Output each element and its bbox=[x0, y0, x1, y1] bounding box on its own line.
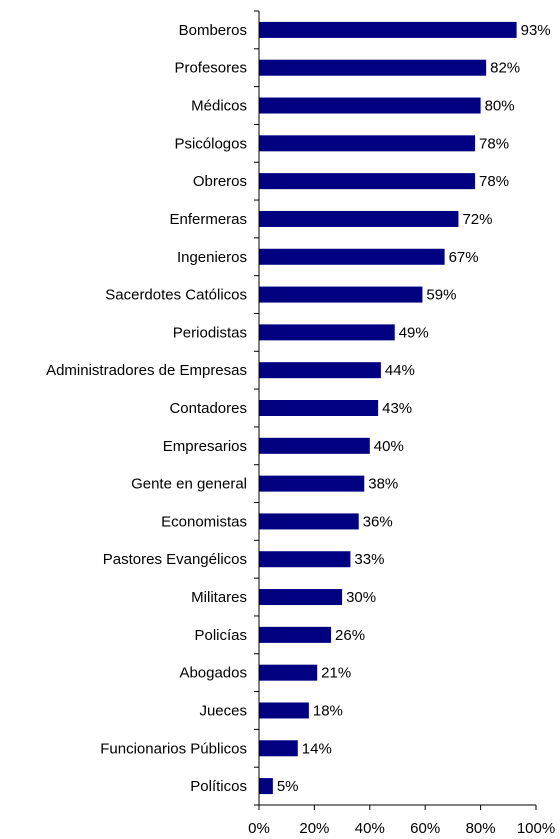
bar bbox=[259, 551, 351, 568]
data-label: 93% bbox=[521, 22, 551, 39]
category-label: Políticos bbox=[190, 778, 247, 795]
bar bbox=[259, 59, 487, 76]
data-label: 30% bbox=[346, 589, 376, 606]
data-label: 44% bbox=[385, 362, 415, 379]
x-tick-label: 100% bbox=[517, 820, 555, 837]
data-label: 59% bbox=[426, 287, 456, 304]
bar bbox=[259, 589, 343, 606]
data-label: 82% bbox=[490, 60, 520, 77]
bar bbox=[259, 437, 370, 454]
x-tick-label: 60% bbox=[410, 820, 440, 837]
x-tick-label: 0% bbox=[248, 820, 270, 837]
bar bbox=[259, 513, 359, 530]
x-tick-label: 80% bbox=[466, 820, 496, 837]
bar bbox=[259, 324, 395, 341]
bar bbox=[259, 400, 379, 416]
category-label: Contadores bbox=[169, 400, 247, 417]
data-label: 18% bbox=[313, 702, 343, 719]
data-label: 38% bbox=[368, 476, 398, 493]
category-label: Pastores Evangélicos bbox=[103, 551, 247, 568]
bar bbox=[259, 778, 273, 795]
x-tick-label: 40% bbox=[355, 820, 385, 837]
category-label: Enfermeras bbox=[169, 211, 247, 228]
category-label: Militares bbox=[191, 589, 247, 606]
category-label: Abogados bbox=[179, 665, 247, 682]
category-label: Sacerdotes Católicos bbox=[105, 287, 247, 304]
data-label: 36% bbox=[363, 513, 393, 530]
category-label: Periodistas bbox=[173, 324, 247, 341]
bar bbox=[259, 173, 476, 190]
category-label: Empresarios bbox=[163, 438, 247, 455]
bars-layer bbox=[259, 21, 517, 795]
bar bbox=[259, 362, 381, 379]
category-label: Obreros bbox=[193, 173, 247, 190]
category-label: Administradores de Empresas bbox=[46, 362, 247, 379]
data-label: 67% bbox=[449, 249, 479, 266]
bar bbox=[259, 626, 332, 643]
category-label: Policías bbox=[194, 627, 247, 644]
data-label: 49% bbox=[399, 324, 429, 341]
bar bbox=[259, 97, 481, 114]
bar bbox=[259, 664, 318, 681]
data-label: 78% bbox=[479, 173, 509, 190]
category-label: Ingenieros bbox=[177, 249, 247, 266]
data-label: 43% bbox=[382, 400, 412, 417]
x-tick-label: 20% bbox=[299, 820, 329, 837]
labels-layer: Bomberos 93% Profesores 82% Médicos 80% Psicól… bbox=[46, 10, 555, 837]
category-label: Bomberos bbox=[179, 22, 247, 39]
bar bbox=[259, 210, 459, 227]
data-label: 14% bbox=[302, 740, 332, 757]
category-label: Jueces bbox=[199, 702, 247, 719]
data-label: 33% bbox=[354, 551, 384, 568]
category-label: Psicólogos bbox=[174, 135, 247, 152]
bar bbox=[259, 702, 309, 719]
category-label: Médicos bbox=[191, 98, 247, 115]
data-label: 40% bbox=[374, 438, 404, 455]
data-label: 5% bbox=[277, 778, 299, 795]
bar bbox=[259, 21, 517, 38]
data-label: 80% bbox=[485, 98, 515, 115]
bar bbox=[259, 740, 298, 757]
category-label: Economistas bbox=[161, 513, 247, 530]
data-label: 72% bbox=[462, 211, 492, 228]
bar bbox=[259, 248, 445, 265]
bar bbox=[259, 475, 365, 492]
data-label: 26% bbox=[335, 627, 365, 644]
bar bbox=[259, 135, 476, 152]
bar bbox=[259, 286, 423, 303]
category-label: Profesores bbox=[174, 60, 247, 77]
category-label: Funcionarios Públicos bbox=[100, 740, 247, 757]
data-label: 78% bbox=[479, 135, 509, 152]
data-label: 21% bbox=[321, 665, 351, 682]
category-label: Gente en general bbox=[131, 476, 247, 493]
axes-layer bbox=[258, 11, 536, 806]
